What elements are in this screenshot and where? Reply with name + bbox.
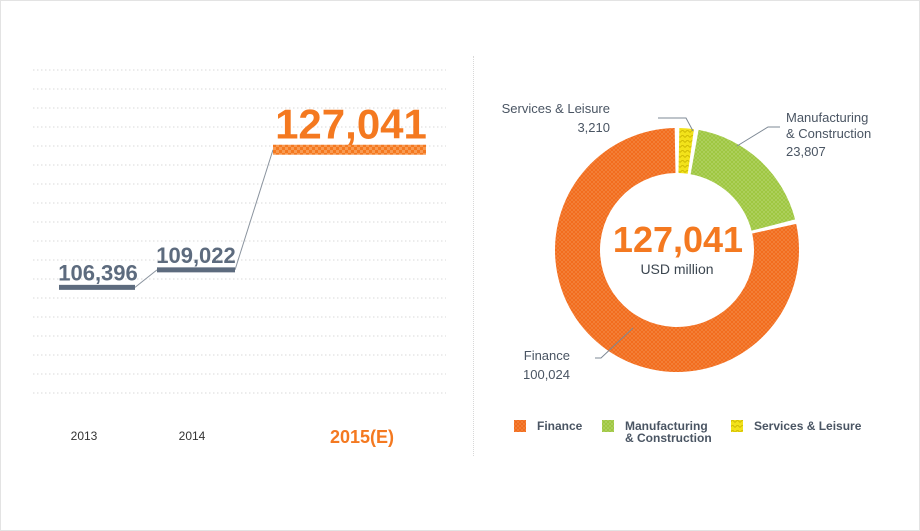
panel-divider [473, 56, 474, 456]
callout-line-2 [595, 327, 634, 359]
callout-name-1: Manufacturing [786, 110, 868, 125]
center-total-value: 127,041 [613, 219, 743, 260]
donut-slice-0 [678, 128, 694, 174]
value-bar-2014 [157, 267, 235, 273]
connector-line [234, 149, 274, 271]
donut-slice-2 [555, 128, 799, 372]
grid-lines [33, 69, 446, 394]
callout-value-1: 23,807 [786, 144, 826, 159]
legend-label-1: & Construction [625, 431, 712, 445]
callout-name-0: Services & Leisure [502, 101, 610, 116]
donut-callouts: Services & Leisure 3,210 Manufacturing& Co… [502, 101, 872, 382]
value-bar-2015(E) [273, 144, 426, 155]
value-label-2015(E): 127,041 [275, 101, 427, 148]
legend-label-1: Manufacturing [625, 419, 708, 433]
donut-slice-1 [690, 129, 796, 231]
legend-swatch-0 [514, 420, 526, 432]
legend-swatch-1 [602, 420, 614, 432]
callout-line-0 [658, 117, 694, 132]
callout-value-2: 100,024 [523, 367, 570, 382]
x-tick-label-2013: 2013 [71, 429, 98, 443]
value-label-2013: 106,396 [58, 260, 138, 285]
value-bars [59, 144, 426, 290]
value-bar-2013 [59, 284, 135, 290]
value-label-2014: 109,022 [156, 243, 236, 268]
x-tick-label-2014: 2014 [179, 429, 206, 443]
x-axis-labels: 2013 2014 2015(E) [71, 427, 394, 447]
connector-line [134, 269, 158, 288]
callout-value-0: 3,210 [577, 120, 610, 135]
connector-lines [134, 149, 274, 288]
x-tick-label-2015(E): 2015(E) [330, 427, 394, 447]
callout-line-1 [736, 126, 780, 147]
legend: Finance Manufacturing& Construction Servic… [514, 419, 862, 445]
donut-center: 127,041 USD million [613, 219, 743, 277]
callout-name-2: Finance [524, 348, 570, 363]
legend-swatch-2 [731, 420, 743, 432]
donut-chart [555, 128, 799, 372]
legend-label-2: Services & Leisure [754, 419, 862, 433]
callout-name-1: & Construction [786, 126, 871, 141]
center-unit-label: USD million [640, 261, 713, 277]
value-labels: 106,396 109,022 127,041 [58, 101, 427, 286]
legend-label-0: Finance [537, 419, 583, 433]
